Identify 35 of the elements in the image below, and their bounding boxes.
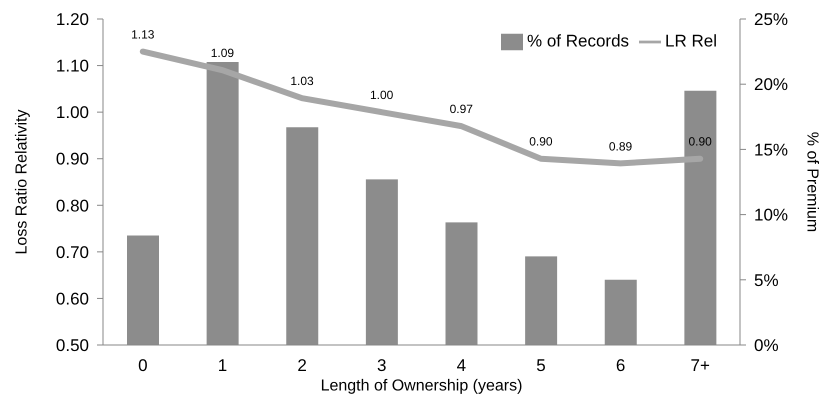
data-label: 1.13	[131, 28, 155, 42]
data-label: 1.00	[370, 88, 394, 102]
x-tick-label: 3	[376, 356, 386, 376]
data-label: 1.09	[210, 46, 234, 60]
data-label: 0.89	[608, 139, 633, 154]
y2-tick-label: 10%	[754, 206, 788, 225]
y-tick-label: 0.50	[56, 336, 89, 356]
y2-tick-label: 5%	[754, 270, 779, 290]
legend-label: LR Rel	[665, 31, 717, 50]
x-tick-label: 5	[536, 356, 546, 376]
y-tick-label: 1.00	[56, 103, 89, 122]
y2-tick-label: 15%	[754, 140, 788, 160]
y2-axis-title: % of Premium	[804, 132, 820, 232]
y-tick-label: 0.90	[56, 150, 89, 169]
data-label: 0.97	[450, 102, 474, 116]
x-tick-label: 4	[456, 356, 466, 376]
y-tick-label: 0.80	[56, 196, 89, 216]
x-tick-label: 2	[297, 356, 307, 376]
y2-tick-label: 25%	[754, 10, 788, 30]
data-label: 1.03	[290, 74, 314, 88]
x-axis-title: Length of Ownership (years)	[320, 378, 522, 394]
legend-label: % of Records	[526, 31, 630, 50]
x-tick-label: 1	[218, 356, 228, 376]
data-label: 0.90	[688, 134, 712, 149]
y-tick-label: 1.10	[56, 56, 89, 76]
data-label: 0.90	[529, 134, 553, 149]
y-axis-title: Loss Ratio Relativity	[14, 110, 30, 254]
x-tick-label: 6	[616, 356, 626, 376]
x-tick-label: 0	[138, 356, 148, 376]
x-tick-label: 7+	[690, 356, 710, 376]
y-tick-label: 0.60	[56, 289, 89, 308]
y2-tick-label: 20%	[754, 75, 788, 94]
y-tick-label: 0.70	[56, 242, 89, 262]
y-tick-label: 1.20	[56, 10, 89, 30]
y2-tick-label: 0%	[754, 336, 779, 356]
